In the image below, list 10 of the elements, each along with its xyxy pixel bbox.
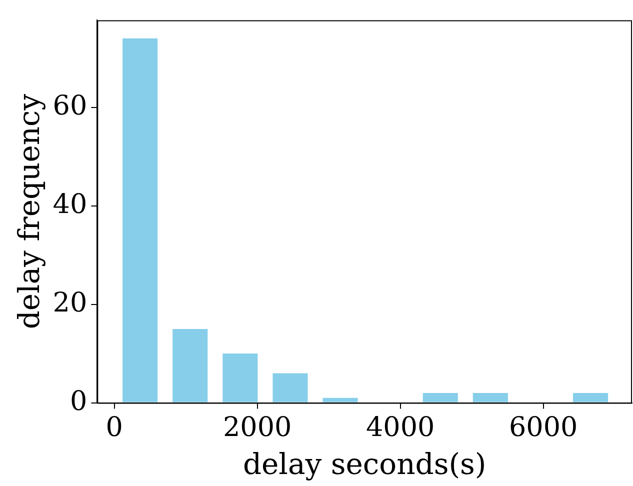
x-tick-label: 2000 — [222, 412, 292, 444]
y-tick-label: 20 — [52, 287, 88, 318]
x-tick-label: 6000 — [508, 412, 578, 444]
x-axis-title: delay seconds(s) — [242, 447, 486, 482]
x-tick-label: 4000 — [366, 412, 435, 444]
y-tick-label: 0 — [70, 386, 88, 417]
y-axis-title: delay frequency — [12, 93, 46, 330]
y-tick-label: 40 — [52, 188, 88, 220]
x-tick-label: 0 — [106, 412, 123, 444]
y-tick-label: 60 — [52, 90, 88, 122]
